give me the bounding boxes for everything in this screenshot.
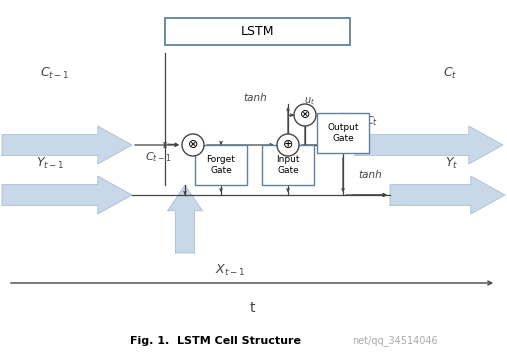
Text: $\otimes$: $\otimes$: [188, 139, 199, 151]
Text: t: t: [249, 301, 255, 315]
Text: $C_{t-1}$: $C_{t-1}$: [144, 150, 171, 164]
Polygon shape: [390, 176, 505, 214]
Circle shape: [294, 104, 316, 126]
Text: $\oplus$: $\oplus$: [282, 139, 294, 151]
Text: $C_{t-1}$: $C_{t-1}$: [40, 65, 70, 81]
Bar: [195, 145, 247, 185]
Polygon shape: [167, 185, 202, 253]
Circle shape: [277, 134, 299, 156]
Bar: [165, 18, 350, 45]
Text: $Y_t$: $Y_t$: [445, 155, 459, 171]
Text: Input
Gate: Input Gate: [276, 155, 300, 175]
Text: LSTM: LSTM: [241, 25, 274, 38]
Bar: [317, 113, 369, 153]
Text: $C_t$: $C_t$: [443, 65, 457, 81]
Text: $X_{t-1}$: $X_{t-1}$: [215, 262, 245, 278]
Text: $\otimes$: $\otimes$: [299, 109, 311, 122]
Text: Forget
Gate: Forget Gate: [206, 155, 235, 175]
Text: $Y_{t-1}$: $Y_{t-1}$: [35, 155, 64, 171]
Text: tanh: tanh: [243, 93, 267, 103]
Bar: [262, 145, 314, 185]
Polygon shape: [355, 126, 503, 164]
Circle shape: [182, 134, 204, 156]
Text: tanh: tanh: [358, 170, 382, 180]
Text: $C_t$: $C_t$: [366, 114, 379, 128]
Polygon shape: [2, 176, 132, 214]
Text: net/qq_34514046: net/qq_34514046: [352, 335, 438, 346]
Polygon shape: [2, 126, 132, 164]
Text: Output
Gate: Output Gate: [327, 123, 359, 143]
Text: Fig. 1.  LSTM Cell Structure: Fig. 1. LSTM Cell Structure: [129, 336, 301, 346]
Text: $u_t$: $u_t$: [305, 95, 315, 107]
